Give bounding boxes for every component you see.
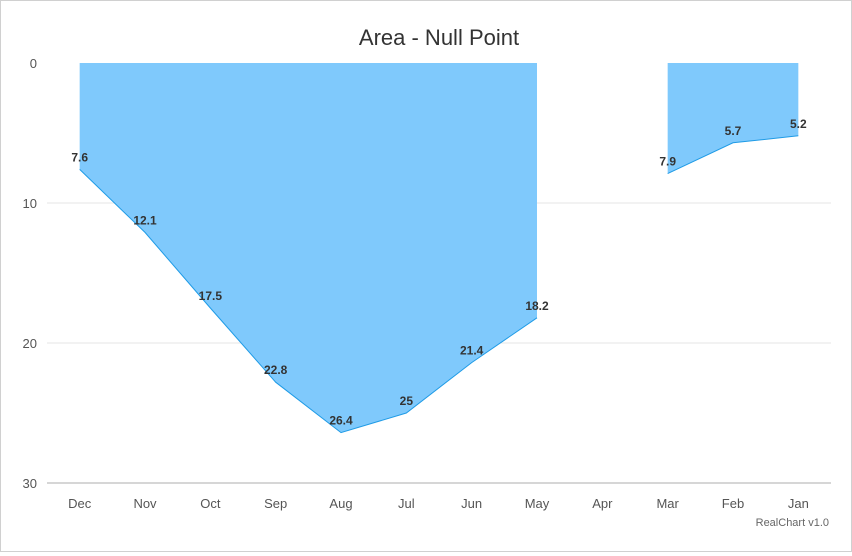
area-line-1 [79,169,538,434]
x-tick-label: Jan [788,496,809,511]
data-label: 7.6 [71,150,88,164]
x-tick-label: Sep [264,496,287,511]
x-tick-label: Feb [722,496,744,511]
x-tick-label: Jun [461,496,482,511]
data-label: 21.4 [460,344,484,358]
data-label: 5.7 [725,124,742,138]
y-tick-label: 0 [30,56,37,71]
x-tick-label: Dec [68,496,92,511]
x-tick-label: Nov [133,496,157,511]
data-label: 22.8 [264,363,288,377]
x-tick-label: Mar [656,496,679,511]
x-tick-label: Aug [329,496,352,511]
x-tick-label: May [525,496,550,511]
x-tick-label: Oct [200,496,221,511]
chart-title: Area - Null Point [359,25,519,50]
y-tick-label: 20 [23,336,37,351]
data-label: 12.1 [133,213,157,227]
area-segment-2 [667,63,799,174]
data-label: 5.2 [790,117,807,131]
area-segment-1 [79,63,538,433]
data-label: 7.9 [659,155,676,169]
data-label: 17.5 [199,289,223,303]
x-tick-label: Jul [398,496,415,511]
y-tick-label: 10 [23,196,37,211]
x-tick-label: Apr [592,496,613,511]
chart-credit: RealChart v1.0 [756,517,829,529]
area-line-2 [667,135,799,175]
y-tick-label: 30 [23,476,37,491]
data-label: 26.4 [329,414,353,428]
data-label: 25 [400,394,414,408]
data-label: 18.2 [525,299,549,313]
